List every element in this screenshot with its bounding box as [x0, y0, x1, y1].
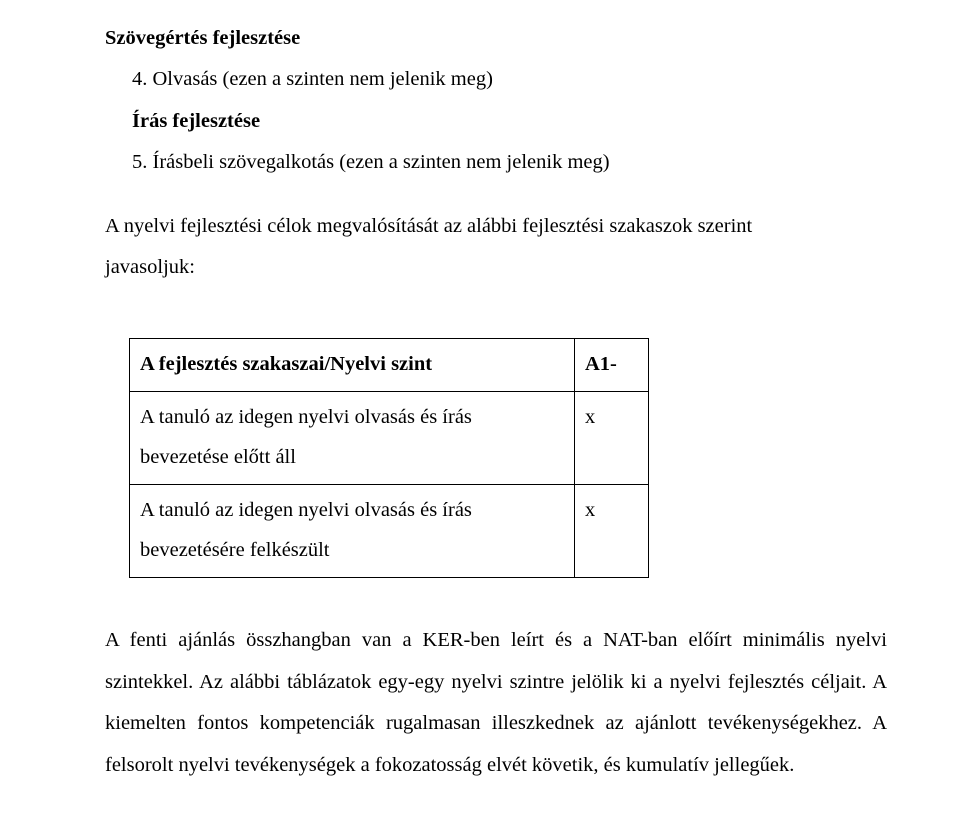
intro-paragraph-line1: A nyelvi fejlesztési célok megvalósításá… — [105, 206, 887, 247]
table-header-col1: A fejlesztés szakaszai/Nyelvi szint — [130, 339, 575, 392]
line-item-4: 4. Olvasás (ezen a szinten nem jelenik m… — [132, 59, 887, 100]
line-item-5: 5. Írásbeli szövegalkotás (ezen a szinte… — [132, 142, 887, 183]
closing-paragraph: A fenti ajánlás összhangban van a KER-be… — [105, 620, 887, 786]
table-row3-col1: A tanuló az idegen nyelvi olvasás és írá… — [130, 485, 575, 578]
heading-iras: Írás fejlesztése — [132, 101, 887, 142]
table-header-col2: A1- — [575, 339, 649, 392]
table-row2-col2: x — [575, 392, 649, 485]
table-row3-col1-line2: bevezetésére felkészült — [140, 539, 330, 561]
table-row2-col1: A tanuló az idegen nyelvi olvasás és írá… — [130, 392, 575, 485]
table-row3-col1-line1: A tanuló az idegen nyelvi olvasás és írá… — [140, 499, 472, 521]
phases-table: A fejlesztés szakaszai/Nyelvi szint A1- … — [129, 338, 649, 578]
table-row2-col1-line2: bevezetése előtt áll — [140, 446, 296, 468]
heading-szovegertes: Szövegértés fejlesztése — [105, 18, 887, 59]
table-row2-col1-line1: A tanuló az idegen nyelvi olvasás és írá… — [140, 406, 472, 428]
table-row3-col2: x — [575, 485, 649, 578]
intro-paragraph-line2: javasoljuk: — [105, 247, 887, 288]
